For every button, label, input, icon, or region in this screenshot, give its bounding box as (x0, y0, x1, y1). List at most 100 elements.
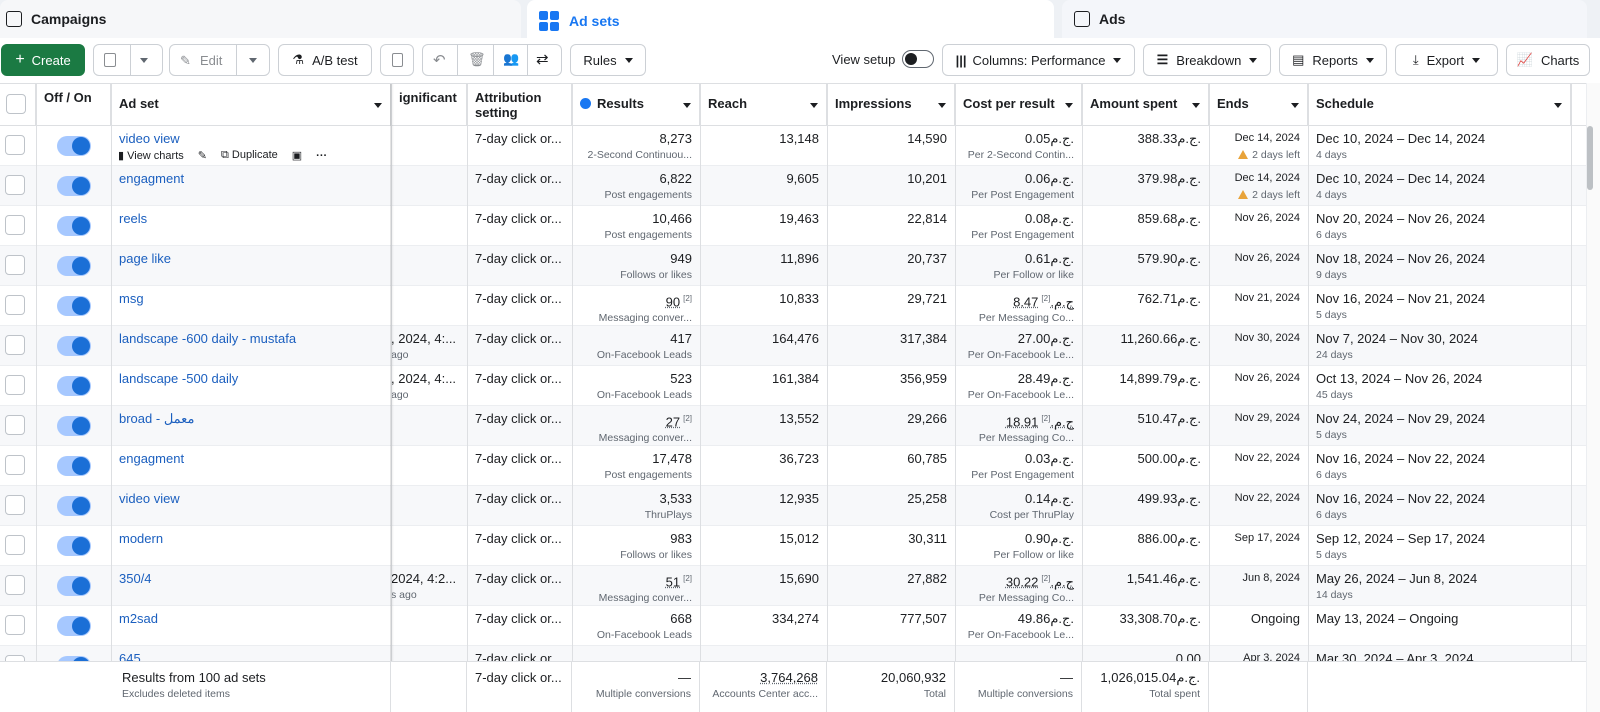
adset-name-link[interactable]: 645 (119, 651, 141, 661)
adset-name-link[interactable]: 350/4 (119, 571, 152, 586)
row-toggle[interactable] (57, 576, 91, 596)
row-checkbox[interactable] (5, 175, 25, 195)
col-adset[interactable]: Ad set (111, 84, 391, 126)
adset-name-link[interactable]: msg (119, 291, 144, 306)
col-reach[interactable]: Reach (700, 84, 827, 126)
breakdown-button[interactable]: ☰ Breakdown (1143, 44, 1271, 76)
adset-name-link[interactable]: modern (119, 531, 164, 546)
row-checkbox[interactable] (5, 295, 25, 315)
chevron-down-icon[interactable] (249, 58, 257, 63)
chevron-down-icon[interactable] (374, 103, 382, 108)
col-offon[interactable]: Off / On (36, 84, 111, 126)
view-setup-toggle[interactable] (902, 50, 934, 68)
row-checkbox[interactable] (5, 615, 25, 635)
col-results[interactable]: Results (572, 84, 700, 126)
row-toggle[interactable] (57, 216, 91, 236)
scrollbar-thumb[interactable] (1587, 126, 1593, 190)
reports-button[interactable]: ▤ Reports (1279, 44, 1387, 76)
row-checkbox[interactable] (5, 415, 25, 435)
col-cpr[interactable]: Cost per result (955, 84, 1082, 126)
table-row[interactable]: m2sad 7-day click or... 668 On-Facebook Lea… (0, 606, 1586, 646)
col-significant[interactable]: ignificant (391, 84, 467, 126)
row-toggle[interactable] (57, 456, 91, 476)
adset-name-link[interactable]: reels (119, 211, 148, 226)
adset-name-link[interactable]: landscape -600 daily - mustafa (119, 331, 297, 346)
adset-name-link[interactable]: landscape -500 daily (119, 371, 239, 386)
table-row[interactable]: engagment 7-day click or... 17,478 Post eng… (0, 446, 1586, 486)
edit-group[interactable]: ✎ Edit (169, 44, 270, 76)
table-row[interactable]: 350/4 2024, 4:2... s ago 7-day click or... 5… (0, 566, 1586, 606)
col-impressions[interactable]: Impressions (827, 84, 955, 126)
row-checkbox[interactable] (5, 655, 25, 661)
select-all-checkbox[interactable] (6, 94, 26, 114)
row-checkbox[interactable] (5, 255, 25, 275)
row-checkbox[interactable] (5, 335, 25, 355)
chevron-down-icon[interactable] (810, 103, 818, 108)
col-ends[interactable]: Ends (1209, 84, 1308, 126)
share-icon[interactable]: ⇄ (536, 51, 549, 68)
chevron-down-icon[interactable] (140, 58, 148, 63)
row-toggle[interactable] (57, 656, 91, 661)
tab-ads[interactable]: Ads (1062, 0, 1587, 38)
more-icon[interactable]: ··· (316, 149, 328, 162)
row-checkbox[interactable] (5, 215, 25, 235)
columns-button[interactable]: ||| Columns: Performance (942, 44, 1135, 76)
edit-icon[interactable]: ✎ (197, 150, 207, 162)
table-row[interactable]: landscape -600 daily - mustafa , 2024, 4:… (0, 326, 1586, 366)
undo-icon[interactable]: ↶ (433, 52, 446, 69)
view-charts-link[interactable]: ▮ View charts (118, 149, 184, 162)
row-toggle[interactable] (57, 336, 91, 356)
table-row[interactable]: engagment 7-day click or... 6,822 Post enga… (0, 166, 1586, 206)
chevron-down-icon[interactable] (1065, 103, 1073, 108)
table-row[interactable]: landscape -500 daily , 2024, 4:... ago 7-da… (0, 366, 1586, 406)
vertical-scrollbar[interactable] (1586, 83, 1600, 712)
row-checkbox[interactable] (5, 495, 25, 515)
tab-adsets[interactable]: Ad sets (527, 0, 1054, 42)
clipboard-button[interactable] (380, 44, 414, 76)
people-icon[interactable]: 👥 (503, 51, 520, 66)
trash-icon[interactable]: 🗑 (468, 51, 486, 67)
table-row[interactable]: modern 7-day click or... 983 Follows or lik… (0, 526, 1586, 566)
duplicate-group[interactable] (93, 44, 163, 76)
row-checkbox[interactable] (5, 375, 25, 395)
row-toggle[interactable] (57, 536, 91, 556)
table-row[interactable]: page like 7-day click or... 949 Follows or … (0, 246, 1586, 286)
table-row[interactable]: video view ▮ View charts ✎ ⧉ Duplicate ▣ ··· 7… (0, 126, 1586, 166)
table-row[interactable]: broad - معمل 7-day click or... 27 [2] Messag… (0, 406, 1586, 446)
tab-campaigns[interactable]: Campaigns (0, 0, 521, 38)
col-schedule[interactable]: Schedule (1308, 84, 1571, 126)
chevron-down-icon[interactable] (938, 103, 946, 108)
row-toggle[interactable] (57, 176, 91, 196)
row-toggle[interactable] (57, 416, 91, 436)
row-toggle[interactable] (57, 256, 91, 276)
row-checkbox[interactable] (5, 455, 25, 475)
create-button[interactable]: + Create (1, 44, 85, 76)
table-row[interactable]: 645 7-day click or... 0.00 Apr 3, 2024 Mar 3… (0, 646, 1586, 661)
row-checkbox[interactable] (5, 535, 25, 555)
row-toggle[interactable] (57, 616, 91, 636)
col-attribution[interactable]: Attribution setting (467, 84, 572, 126)
table-row[interactable]: reels 7-day click or... 10,466 Post engagem… (0, 206, 1586, 246)
row-checkbox[interactable] (5, 135, 25, 155)
ab-test-button[interactable]: ⚗ A/B test (278, 44, 372, 76)
rules-button[interactable]: Rules (570, 44, 646, 76)
row-toggle[interactable] (57, 376, 91, 396)
adset-name-link[interactable]: video view (119, 131, 180, 146)
table-row[interactable]: msg 7-day click or... 90 [2] Messaging conve… (0, 286, 1586, 326)
row-toggle[interactable] (57, 296, 91, 316)
adset-name-link[interactable]: page like (119, 251, 172, 266)
chevron-down-icon[interactable] (683, 103, 691, 108)
adset-name-link[interactable]: broad - معمل (119, 411, 195, 426)
chevron-down-icon[interactable] (1291, 103, 1299, 108)
chevron-down-icon[interactable] (1554, 103, 1562, 108)
duplicate-link[interactable]: ⧉ Duplicate (221, 149, 278, 162)
table-row[interactable]: video view 7-day click or... 3,533 ThruPlay… (0, 486, 1586, 526)
charts-button[interactable]: 📈 Charts (1506, 44, 1590, 76)
adset-name-link[interactable]: engagment (119, 171, 185, 186)
chevron-down-icon[interactable] (1192, 103, 1200, 108)
row-toggle[interactable] (57, 496, 91, 516)
adset-name-link[interactable]: engagment (119, 451, 185, 466)
adset-name-link[interactable]: video view (119, 491, 180, 506)
row-checkbox[interactable] (5, 575, 25, 595)
image-icon[interactable]: ▣ (291, 150, 303, 162)
